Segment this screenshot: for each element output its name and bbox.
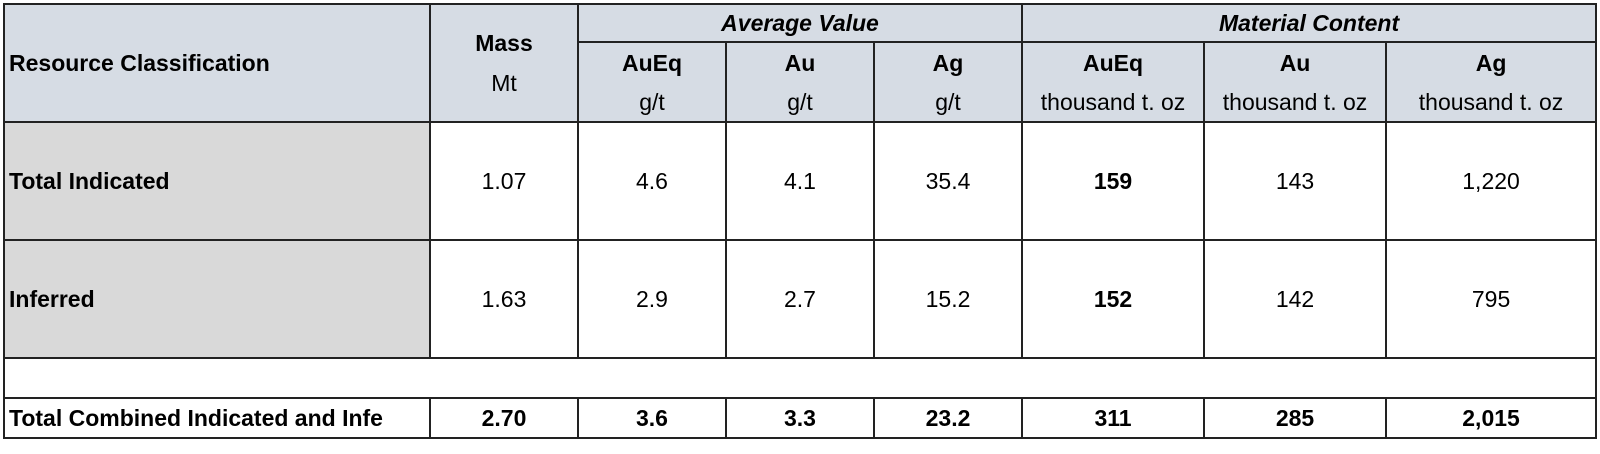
cell-mass: 1.63 [429,239,579,359]
header-avg-ag: Ag [872,41,1024,83]
cell-avg-ag: 15.2 [872,239,1024,359]
cell-avg-aueq: 4.6 [577,121,727,241]
header-material-content: Material Content [1021,3,1598,43]
header-avg-aueq: AuEq [577,41,727,83]
cell-avg-aueq: 2.9 [577,239,727,359]
cell-content-ag: 795 [1385,239,1598,359]
header-resource-classification: Resource Classification [3,3,431,123]
cell-content-ag: 1,220 [1385,121,1598,241]
header-avg-ag-unit: g/t [872,83,1024,123]
spacer-cell [2,357,1598,399]
cell-avg-ag: 35.4 [872,121,1024,241]
cell-mass: 1.07 [429,121,579,241]
header-content-au: Au [1203,41,1388,83]
table-row: Total Indicated 1.07 4.6 4.1 35.4 159 14… [3,121,1598,241]
header-avg-au-unit: g/t [725,83,875,123]
total-content-aueq: 311 [1021,397,1206,439]
total-content-au: 285 [1203,397,1388,439]
resource-table-container: Resource Classification Mass Mt Average … [2,3,1598,439]
header-avg-aueq-unit: g/t [577,83,727,123]
row-label: Inferred [3,239,431,359]
cell-avg-au: 2.7 [725,239,875,359]
header-content-ag: Ag [1385,41,1598,83]
total-content-ag: 2,015 [1385,397,1598,439]
total-avg-ag: 23.2 [872,397,1024,439]
header-mass-unit: Mt [491,70,517,96]
total-avg-au: 3.3 [725,397,875,439]
total-label: Total Combined Indicated and Infe [3,397,431,439]
cell-content-au: 142 [1203,239,1388,359]
header-content-aueq: AuEq [1021,41,1206,83]
header-mass-label: Mass [475,30,533,56]
cell-avg-au: 4.1 [725,121,875,241]
header-average-value: Average Value [576,3,1024,43]
cell-content-aueq: 159 [1021,121,1206,241]
header-mass: Mass Mt [429,3,579,123]
header-content-au-unit: thousand t. oz [1203,83,1388,123]
cell-content-au: 143 [1203,121,1388,241]
header-content-ag-unit: thousand t. oz [1385,83,1598,123]
header-content-aueq-unit: thousand t. oz [1021,83,1206,123]
row-label: Total Indicated [3,121,431,241]
total-row: Total Combined Indicated and Infe 2.70 3… [3,397,1598,439]
header-avg-au: Au [725,41,875,83]
table-row: Inferred 1.63 2.9 2.7 15.2 152 142 795 [3,239,1598,359]
cell-content-aueq: 152 [1021,239,1206,359]
total-mass: 2.70 [429,397,579,439]
resource-table: Resource Classification Mass Mt Average … [2,3,1598,439]
total-avg-aueq: 3.6 [577,397,727,439]
spacer-row [2,357,1598,399]
